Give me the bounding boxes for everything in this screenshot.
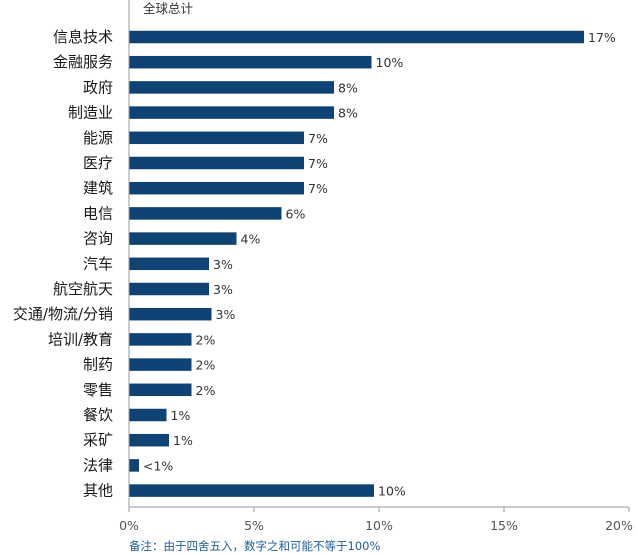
value-label: 7% (308, 156, 328, 171)
bar (129, 81, 334, 94)
category-label: 能源 (83, 129, 113, 147)
bar (129, 156, 304, 170)
category-label: 制药 (83, 356, 113, 374)
value-label: 4% (241, 232, 261, 247)
value-label: 2% (196, 332, 216, 347)
value-label: 3% (216, 307, 236, 322)
value-label: 8% (338, 106, 358, 121)
category-label: 法律 (83, 456, 113, 474)
x-tick-label: 5% (244, 518, 264, 533)
footnote: 备注：由于四舍五入，数字之和可能不等于100% (129, 539, 380, 553)
value-label: 1% (171, 408, 191, 423)
bar (129, 207, 282, 220)
category-label: 零售 (83, 381, 113, 399)
bar (129, 307, 212, 321)
x-tick-label: 0% (119, 518, 139, 533)
x-tick-label: 20% (605, 518, 633, 533)
bar (129, 30, 584, 44)
bar (129, 282, 209, 296)
x-tick-label: 10% (365, 518, 393, 533)
value-label: 1% (173, 433, 193, 448)
category-label: 电信 (83, 204, 113, 222)
bar (129, 358, 192, 371)
category-label: 培训/教育 (48, 330, 113, 348)
x-tick-label: 15% (490, 518, 518, 533)
category-label: 汽车 (83, 255, 113, 273)
category-label: 交通/物流/分销 (13, 305, 113, 323)
value-label: 7% (308, 131, 328, 146)
bar (129, 131, 304, 145)
value-label: 7% (308, 181, 328, 196)
bar (129, 433, 169, 447)
value-label: 17% (588, 30, 616, 45)
series-label: 全球总计 (143, 1, 193, 16)
bar (129, 55, 372, 69)
bar (129, 232, 237, 245)
category-labels: 信息技术金融服务政府制造业能源医疗建筑电信咨询汽车航空航天交通/物流/分销培训/… (13, 28, 113, 500)
bar (129, 408, 167, 422)
category-label: 餐饮 (83, 406, 113, 424)
bars (129, 30, 584, 497)
category-label: 医疗 (83, 154, 113, 172)
value-label: 10% (376, 55, 404, 70)
category-label: 制造业 (68, 104, 113, 122)
value-label: 3% (213, 257, 233, 272)
bar (129, 106, 334, 119)
value-label: 8% (338, 80, 358, 95)
bar (129, 383, 192, 397)
value-label: 2% (196, 358, 216, 373)
category-label: 采矿 (83, 431, 113, 449)
category-label: 咨询 (83, 230, 113, 248)
x-axis-ticks: 0% 5% 10% 15% 20% (119, 507, 633, 533)
bar (129, 257, 209, 271)
bar (129, 181, 304, 195)
category-label: 航空航天 (53, 280, 113, 298)
bar (129, 459, 139, 472)
category-label: 其他 (83, 482, 113, 500)
category-label: 政府 (83, 78, 113, 96)
value-label: 10% (378, 484, 406, 499)
category-label: 金融服务 (53, 53, 113, 71)
value-label: 3% (213, 282, 233, 297)
value-label: 2% (196, 383, 216, 398)
value-label: <1% (143, 458, 173, 473)
bar (129, 333, 192, 346)
category-label: 信息技术 (53, 28, 113, 46)
value-labels: 17%10%8%8%7%7%7%6%4%3%3%3%2%2%2%1%1%<1%1… (143, 30, 616, 499)
bar (129, 484, 374, 497)
value-label: 6% (286, 206, 306, 221)
category-label: 建筑 (83, 179, 113, 197)
